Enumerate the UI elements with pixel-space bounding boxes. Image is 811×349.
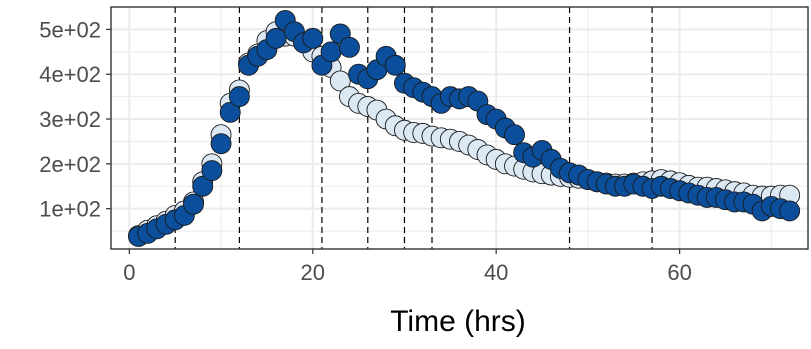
dark-point [320, 41, 342, 63]
dark-point [338, 36, 360, 58]
x-tick-label: 20 [301, 260, 325, 285]
dark-point [192, 175, 214, 197]
light-point [329, 70, 351, 92]
x-tick-label: 40 [484, 260, 508, 285]
y-tick-label: 4e+02 [39, 62, 101, 87]
dark-point [219, 101, 241, 123]
x-tick-label: 0 [123, 260, 135, 285]
dark-point [504, 124, 525, 146]
x-axis-title: Time (hrs) [390, 305, 526, 338]
y-tick-label: 3e+02 [39, 107, 101, 132]
x-axis: 0 20 40 60 [123, 249, 692, 285]
y-tick-label: 5e+02 [39, 17, 101, 42]
y-tick-label: 1e+02 [39, 197, 101, 222]
dark-point [302, 27, 324, 49]
y-tick-label: 2e+02 [39, 152, 101, 177]
panel-border [110, 6, 809, 250]
dark-point [265, 27, 287, 49]
dark-point [779, 200, 801, 222]
dark-point [201, 160, 223, 182]
dark-point [384, 54, 406, 76]
plot-panel [110, 6, 809, 250]
dark-point [183, 193, 204, 215]
dark-series [128, 9, 801, 247]
y-axis: 1e+02 2e+02 3e+02 4e+02 5e+02 [39, 17, 111, 222]
dark-point [210, 133, 232, 155]
x-tick-label: 60 [667, 260, 691, 285]
dark-point [228, 86, 250, 108]
